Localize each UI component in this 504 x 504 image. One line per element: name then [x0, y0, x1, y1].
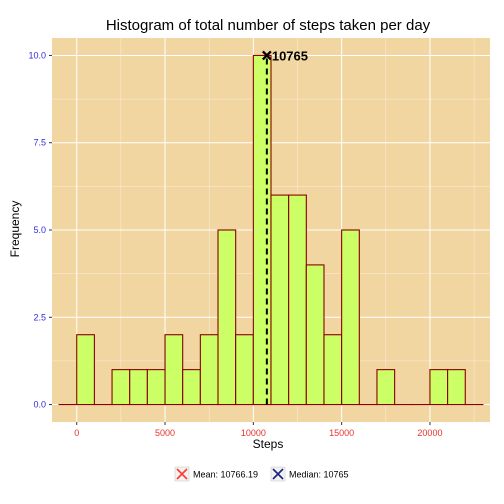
x-tick-label: 5000 — [155, 428, 175, 438]
y-tick-label: 10.0 — [28, 50, 46, 60]
histogram-bar — [305, 264, 325, 406]
median-marker-group: 10765 — [262, 48, 308, 405]
y-tick-label: 0.0 — [33, 400, 46, 410]
y-axis-ticks: 0.0 2.5 5.0 7.5 10.0 — [28, 50, 52, 410]
histogram-bar — [217, 229, 237, 406]
x-tick-label: 20000 — [417, 428, 442, 438]
histogram-bar — [111, 369, 131, 406]
histogram-bar — [146, 369, 166, 406]
y-axis-title: Frequency — [8, 201, 22, 258]
x-tick-label: 0 — [74, 428, 79, 438]
histogram-bar — [129, 369, 148, 406]
x-tick-label: 10000 — [241, 428, 266, 438]
histogram-bar — [164, 334, 184, 406]
histogram-bar — [76, 334, 95, 406]
legend: Mean: 10766.19 Median: 10765 — [174, 466, 349, 482]
legend-cross-icon — [272, 468, 284, 480]
legend-label: Median: 10765 — [289, 470, 349, 480]
x-axis-title: Steps — [253, 437, 284, 451]
x-axis-ticks: 0 5000 10000 15000 20000 — [74, 422, 442, 438]
histogram-bar — [252, 54, 272, 406]
legend-cross-icon — [176, 468, 188, 480]
histogram-bar — [288, 194, 307, 406]
median-marker — [262, 50, 272, 61]
histogram-bar — [376, 369, 396, 406]
y-tick-label: 5.0 — [33, 225, 46, 235]
median-annotation: 10765 — [272, 48, 308, 63]
histogram-bar — [235, 334, 254, 406]
histogram-bar — [447, 369, 466, 406]
histogram-bar — [429, 369, 449, 406]
y-tick-label: 2.5 — [33, 312, 46, 322]
histogram-bar — [341, 229, 360, 406]
histogram-bar — [323, 334, 343, 406]
histogram-bars — [58, 54, 484, 406]
histogram-bar — [182, 369, 201, 406]
legend-label: Mean: 10766.19 — [193, 470, 258, 480]
histogram-bar — [270, 194, 290, 406]
y-tick-label: 7.5 — [33, 138, 46, 148]
x-tick-label: 15000 — [329, 428, 354, 438]
histogram-bar — [199, 334, 219, 406]
chart-title: Histogram of total number of steps taken… — [106, 17, 431, 34]
